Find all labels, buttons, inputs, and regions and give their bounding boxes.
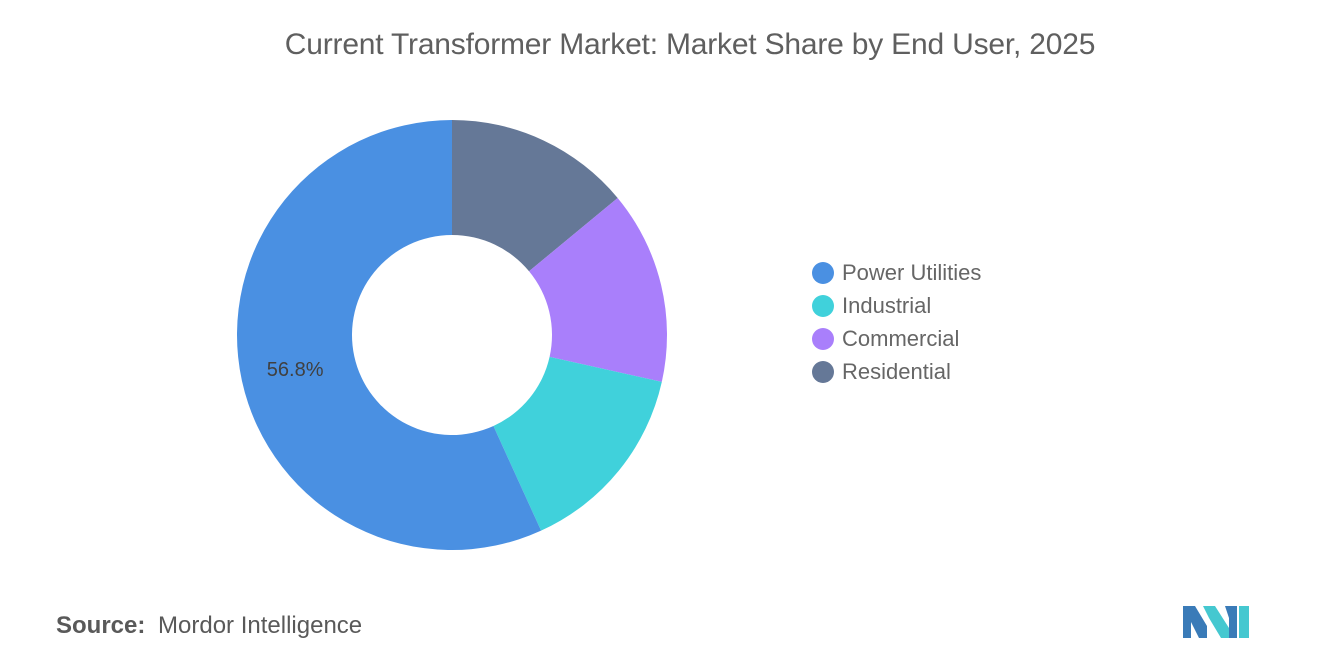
- data-label-power-utilities: 56.8%: [267, 359, 324, 381]
- legend-marker-residential: [812, 360, 834, 383]
- slice-commercial: [529, 197, 667, 382]
- legend-label-residential: Residential: [842, 358, 951, 384]
- legend-item-residential: Residential: [812, 355, 981, 388]
- slice-power-utilities: [237, 120, 542, 550]
- legend-item-industrial: Industrial: [812, 289, 981, 322]
- legend-label-commercial: Commercial: [842, 325, 960, 351]
- legend-marker-power-utilities: [812, 261, 834, 284]
- legend-marker-commercial: [812, 327, 834, 350]
- legend-item-commercial: Commercial: [812, 322, 981, 355]
- legend-label-industrial: Industrial: [842, 292, 932, 318]
- chart-title: Current Transformer Market: Market Share…: [284, 28, 1096, 61]
- chart-legend: Power Utilities Industrial Commercial Re…: [812, 256, 981, 388]
- legend-item-power-utilities: Power Utilities: [812, 256, 981, 289]
- source-value: Mordor Intelligence: [158, 612, 363, 639]
- legend-label-power-utilities: Power Utilities: [842, 259, 982, 285]
- source-label: Source:: [56, 612, 146, 639]
- slice-industrial: [493, 356, 662, 531]
- slice-residential: [452, 120, 618, 272]
- legend-marker-industrial: [812, 294, 834, 317]
- mordor-intelligence-logo: [1183, 606, 1249, 638]
- donut-slices: [237, 120, 667, 550]
- donut-data-labels: 56.8%: [267, 359, 324, 381]
- source-note: Source: Mordor Intelligence: [56, 612, 362, 640]
